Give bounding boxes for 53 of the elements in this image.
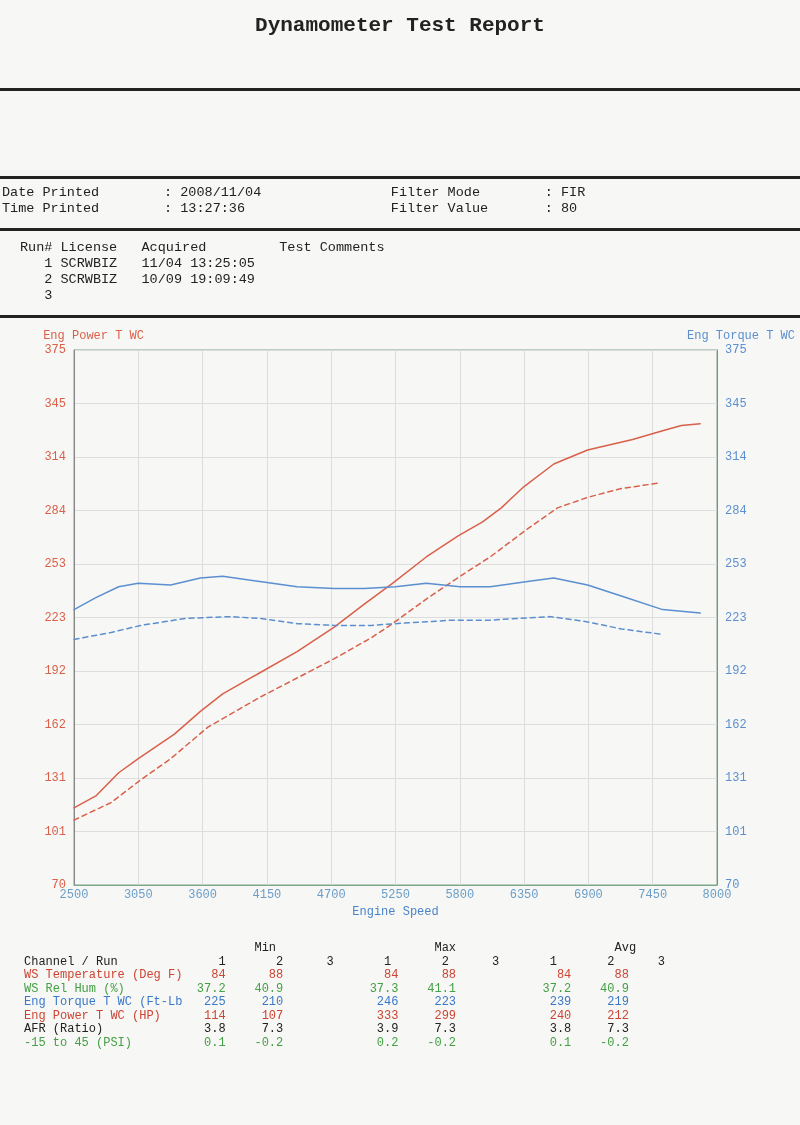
text: Eng Torque T WC (Ft-Lb 225 210 246 223 239 219 — [24, 995, 630, 1010]
y2-tick-label: 314 — [725, 450, 747, 464]
y2-axis-title: Eng Torque T WC — [687, 329, 796, 343]
x-tick-label: 5800 — [445, 888, 475, 902]
chart-title: Dynamometer Test Report — [254, 14, 546, 37]
text: Date Printed : 2008/11/04 Filter Mode : FIR — [2, 185, 586, 201]
text: Channel / Run 1 2 3 1 2 3 1 2 3 — [24, 954, 665, 969]
y-tick-label: 192 — [44, 664, 66, 678]
text: 3 — [43, 288, 54, 304]
y-tick-label: 284 — [44, 503, 66, 518]
text: Min Max Avg — [253, 941, 638, 956]
y2-tick-label: 223 — [725, 610, 747, 625]
y-tick-label: 314 — [44, 450, 66, 464]
y-tick-label: 162 — [44, 717, 66, 732]
x-tick-label: 3600 — [188, 888, 218, 902]
x-tick-label: 6350 — [509, 888, 539, 902]
text: Eng Power T WC (HP) 114 107 333 299 240 212 — [24, 1008, 630, 1023]
line-series — [73, 482, 658, 821]
text: WS Rel Hum (%) 37.2 40.9 37.3 41.1 37.2 40.9 — [24, 981, 630, 996]
y2-tick-label: 162 — [725, 717, 747, 732]
x-tick-label: 2500 — [59, 888, 89, 902]
y2-tick-label: 101 — [725, 824, 747, 839]
line-series — [73, 575, 701, 614]
text: 2 SCRWBIZ 10/09 19:09:49 — [43, 272, 256, 288]
text: -15 to 45 (PSI) 0.1 -0.2 0.2 -0.2 0.1 -0.2 — [24, 1035, 630, 1050]
x-axis-title: Engine Speed — [352, 904, 439, 919]
x-tick-label: 7450 — [638, 888, 668, 902]
text: WS Temperature (Deg F) 84 88 84 88 84 88 — [24, 968, 630, 983]
x-tick-label: 3050 — [123, 888, 153, 902]
y-tick-label: 345 — [44, 396, 66, 411]
y2-tick-label: 131 — [725, 771, 747, 785]
x-tick-label: 4150 — [252, 888, 282, 902]
text: Time Printed : 13:27:36 Filter Value : 80 — [2, 201, 579, 217]
line-series — [73, 615, 662, 641]
y-tick-label: 131 — [44, 771, 66, 785]
y-tick-label: 253 — [44, 557, 66, 571]
y-tick-label: 223 — [44, 610, 66, 625]
line-series — [73, 422, 701, 809]
y-tick-label: 375 — [44, 343, 66, 357]
y2-tick-label: 284 — [725, 503, 747, 518]
y2-tick-label: 345 — [725, 396, 747, 411]
x-tick-label: 5250 — [381, 888, 410, 902]
y-axis-title: Eng Power T WC — [43, 329, 144, 343]
text: 1 SCRWBIZ 11/04 13:25:05 — [43, 256, 256, 272]
y-tick-label: 101 — [44, 824, 66, 839]
x-tick-label: 8000 — [702, 888, 732, 902]
y2-tick-label: 253 — [725, 557, 747, 571]
y2-tick-label: 192 — [725, 664, 747, 678]
text: Run# License Acquired Test Comments — [20, 240, 385, 256]
y2-tick-label: 375 — [725, 343, 747, 357]
x-tick-label: 4700 — [316, 888, 346, 902]
text: AFR (Ratio) 3.8 7.3 3.9 7.3 3.8 7.3 — [24, 1022, 630, 1037]
x-tick-label: 6900 — [573, 888, 603, 902]
